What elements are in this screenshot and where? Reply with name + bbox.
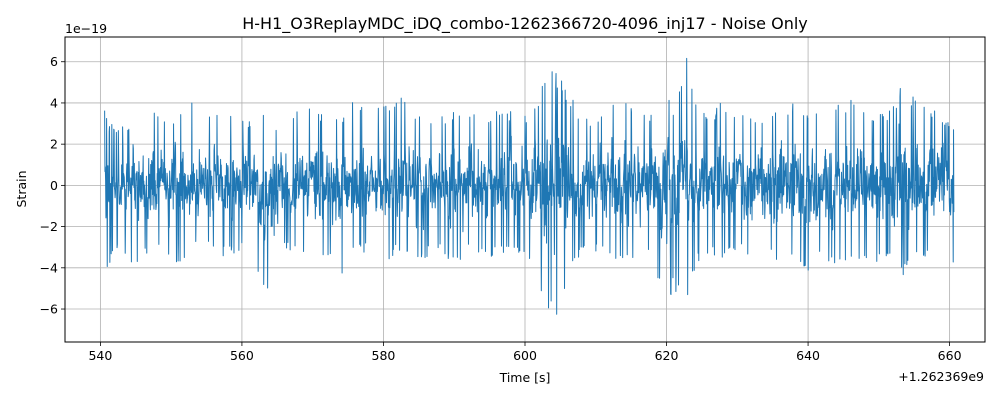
x-tick-label: 660: [938, 348, 962, 363]
y-tick-label: 6: [50, 54, 58, 69]
x-tick-label: 620: [655, 348, 679, 363]
x-tick-label: 580: [372, 348, 396, 363]
y-tick-label: −4: [40, 260, 58, 275]
y-tick-label: 4: [50, 95, 58, 110]
x-tick-label: 640: [796, 348, 820, 363]
y-scale-label: 1e−19: [65, 21, 107, 36]
y-tick-label: −2: [40, 219, 58, 234]
y-tick-label: 0: [50, 178, 58, 193]
x-tick-label: 560: [230, 348, 254, 363]
y-tick-label: −6: [40, 302, 58, 317]
x-axis-label: Time [s]: [499, 370, 551, 385]
y-axis-label: Strain: [14, 170, 29, 207]
chart-title: H-H1_O3ReplayMDC_iDQ_combo-1262366720-40…: [242, 14, 808, 34]
x-tick-label: 540: [88, 348, 112, 363]
y-tick-label: 2: [50, 137, 58, 152]
x-axis-ticks: 540 560 580 600 620 640 660: [88, 342, 962, 363]
series-layer: [104, 57, 955, 315]
x-offset-label: +1.262369e9: [898, 369, 984, 384]
y-axis-ticks: −6 −4 −2 0 2 4 6: [40, 54, 65, 317]
series-strain-line: [104, 57, 955, 315]
x-tick-label: 600: [513, 348, 537, 363]
